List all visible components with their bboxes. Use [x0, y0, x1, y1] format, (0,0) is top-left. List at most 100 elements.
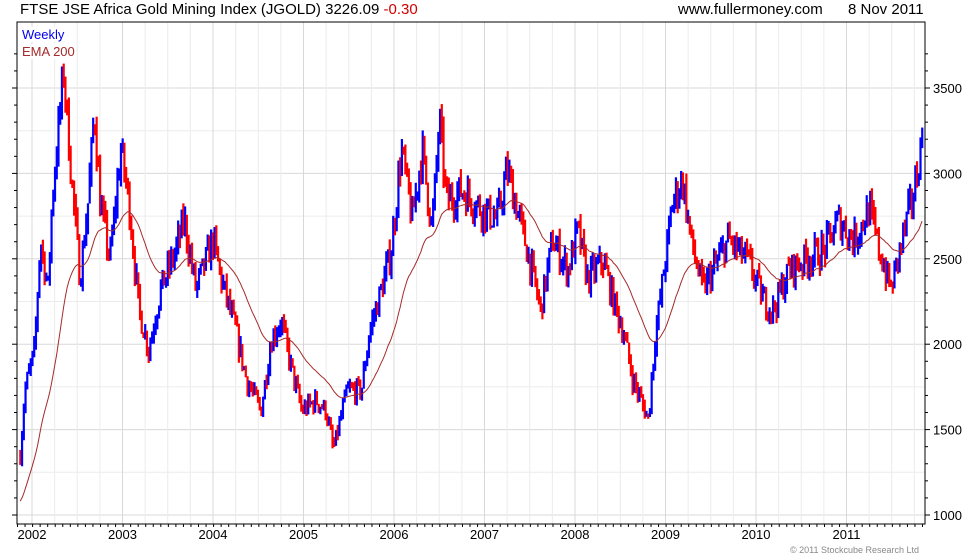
- legend-weekly: Weekly: [22, 27, 65, 42]
- weekly-bar: [534, 265, 537, 288]
- weekly-bar: [664, 261, 667, 283]
- weekly-bar: [713, 248, 716, 275]
- x-tick-label: 2009: [651, 527, 680, 542]
- weekly-bar: [622, 330, 626, 345]
- weekly-bar: [860, 221, 863, 247]
- weekly-bar: [341, 397, 345, 420]
- weekly-bar: [154, 315, 157, 336]
- weekly-bar: [400, 139, 404, 176]
- weekly-bar: [709, 260, 712, 294]
- weekly-bar: [438, 108, 442, 145]
- weekly-bar: [659, 288, 662, 305]
- weekly-bar: [850, 228, 853, 240]
- weekly-bar: [95, 116, 98, 172]
- weekly-bar: [834, 211, 837, 234]
- weekly-bar: [166, 250, 169, 286]
- weekly-bar: [426, 182, 430, 217]
- weekly-bar: [348, 378, 351, 393]
- weekly-bar: [440, 104, 443, 143]
- weekly-bar: [118, 168, 121, 181]
- weekly-bar: [272, 328, 275, 352]
- weekly-bar: [482, 204, 485, 237]
- chart-date: 8 Nov 2011: [848, 1, 924, 18]
- weekly-bar: [97, 155, 100, 167]
- weekly-bar: [246, 376, 249, 397]
- weekly-bar: [196, 280, 199, 298]
- weekly-bar: [896, 258, 900, 274]
- weekly-bar: [744, 241, 747, 264]
- weekly-bar: [203, 258, 206, 276]
- weekly-bar: [910, 188, 913, 220]
- weekly-bar: [445, 176, 449, 194]
- weekly-bar: [817, 237, 820, 266]
- weekly-bar: [707, 263, 711, 285]
- weekly-bar: [751, 247, 754, 281]
- weekly-bar: [676, 181, 679, 214]
- weekly-bar: [723, 243, 726, 268]
- weekly-bar: [513, 192, 516, 214]
- weekly-bar: [411, 195, 414, 222]
- weekly-bar: [629, 354, 632, 377]
- weekly-bar: [725, 240, 728, 264]
- weekly-bar: [262, 396, 265, 418]
- weekly-bar: [149, 337, 152, 362]
- y-tick-label: 1500: [933, 423, 962, 438]
- weekly-bar: [282, 314, 286, 333]
- weekly-bar: [295, 376, 298, 394]
- weekly-bar: [602, 262, 605, 279]
- weekly-bar: [464, 192, 468, 217]
- weekly-bar: [447, 177, 450, 211]
- site-link[interactable]: www.fullermoney.com: [678, 1, 823, 18]
- weekly-bar: [210, 229, 213, 271]
- weekly-bar: [164, 277, 168, 288]
- weekly-bar: [808, 255, 811, 281]
- weekly-bar: [853, 216, 856, 258]
- weekly-bar: [671, 204, 674, 213]
- weekly-bar: [288, 337, 291, 371]
- weekly-bar: [884, 257, 887, 292]
- weekly-bar: [334, 430, 338, 446]
- weekly-bar: [791, 254, 794, 278]
- weekly-bar: [655, 315, 658, 357]
- weekly-bar: [336, 424, 339, 441]
- weekly-bar: [33, 336, 36, 358]
- weekly-bar: [862, 219, 865, 232]
- weekly-bar: [83, 234, 86, 249]
- weekly-bar: [116, 167, 119, 219]
- weekly-bar: [263, 379, 266, 400]
- weekly-bar: [475, 200, 478, 219]
- weekly-bar: [704, 273, 707, 294]
- weekly-bar: [40, 244, 43, 272]
- weekly-bar: [362, 361, 365, 389]
- x-tick-label: 2005: [289, 527, 318, 542]
- weekly-bar: [66, 99, 69, 116]
- weekly-bar: [265, 374, 268, 390]
- weekly-bar: [792, 254, 795, 288]
- weekly-bar: [872, 199, 875, 225]
- weekly-bar: [432, 198, 435, 227]
- weekly-bar: [310, 401, 313, 405]
- weekly-bar: [560, 258, 563, 273]
- weekly-bar: [683, 183, 686, 205]
- weekly-bar: [496, 197, 499, 227]
- weekly-bar: [386, 249, 390, 263]
- weekly-bar: [825, 219, 828, 259]
- weekly-bar: [277, 325, 280, 338]
- weekly-bar: [572, 241, 575, 258]
- weekly-bar: [286, 327, 289, 353]
- weekly-bar: [109, 236, 112, 261]
- weekly-bar: [27, 363, 31, 375]
- weekly-bar: [631, 365, 634, 396]
- weekly-bar: [648, 408, 652, 417]
- weekly-bar: [796, 253, 799, 271]
- weekly-bar: [152, 323, 155, 344]
- weekly-bar: [34, 316, 38, 350]
- weekly-bar: [189, 244, 192, 264]
- weekly-bar: [92, 117, 95, 144]
- weekly-bar: [52, 189, 55, 217]
- weekly-bar: [702, 266, 705, 283]
- weekly-bar: [208, 235, 211, 263]
- weekly-bar: [614, 293, 617, 316]
- weekly-bar: [114, 195, 117, 224]
- weekly-bar: [187, 234, 190, 267]
